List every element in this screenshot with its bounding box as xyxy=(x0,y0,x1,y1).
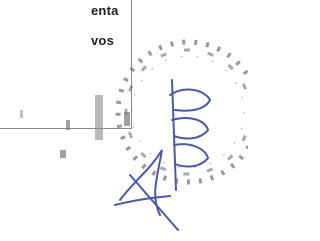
stamp xyxy=(20,42,248,182)
handwriting xyxy=(115,80,210,230)
page: {"box": {"lines": ["enta", "vos"]}} enta… xyxy=(0,0,248,241)
stamp-and-signature xyxy=(0,0,248,241)
